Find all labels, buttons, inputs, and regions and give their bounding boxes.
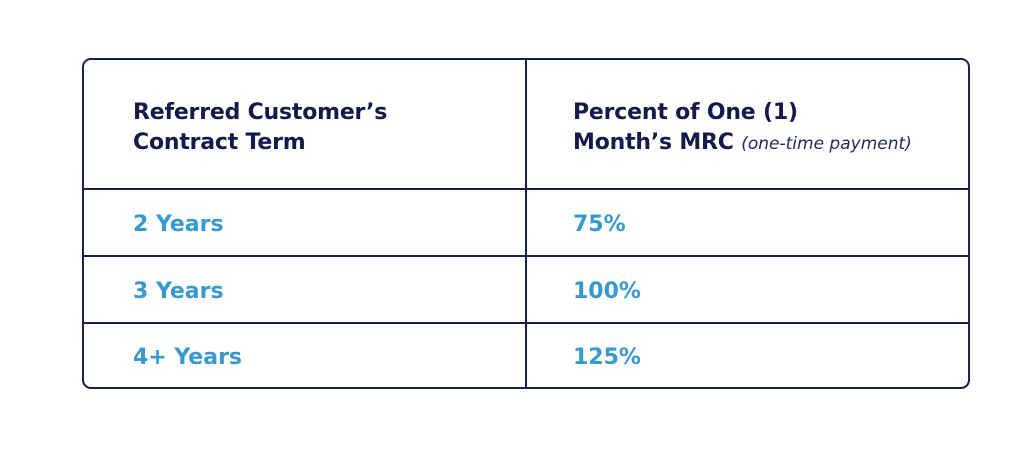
header-divider — [84, 188, 968, 190]
header-payment-note: (one-time payment) — [741, 134, 912, 154]
row-1-percent: 75% — [573, 212, 626, 237]
header-contract-term-line2: Contract Term — [133, 130, 306, 155]
column-divider — [525, 60, 527, 387]
row-2-percent: 100% — [573, 279, 641, 304]
row-divider — [84, 255, 968, 257]
row-2-term: 3 Years — [133, 279, 224, 304]
referral-payout-table: Referred Customer’s Contract Term Percen… — [82, 58, 970, 389]
header-percent-line2: Month’s MRC — [573, 130, 734, 155]
header-percent-mrc: Percent of One (1) Month’s MRC (one-time… — [573, 98, 912, 159]
row-3-percent: 125% — [573, 345, 641, 370]
row-1-term: 2 Years — [133, 212, 224, 237]
header-contract-term-line1: Referred Customer’s — [133, 100, 388, 125]
header-contract-term: Referred Customer’s Contract Term — [133, 98, 387, 158]
row-3-term: 4+ Years — [133, 345, 243, 370]
row-divider — [84, 322, 968, 324]
header-percent-line1: Percent of One (1) — [573, 100, 798, 125]
